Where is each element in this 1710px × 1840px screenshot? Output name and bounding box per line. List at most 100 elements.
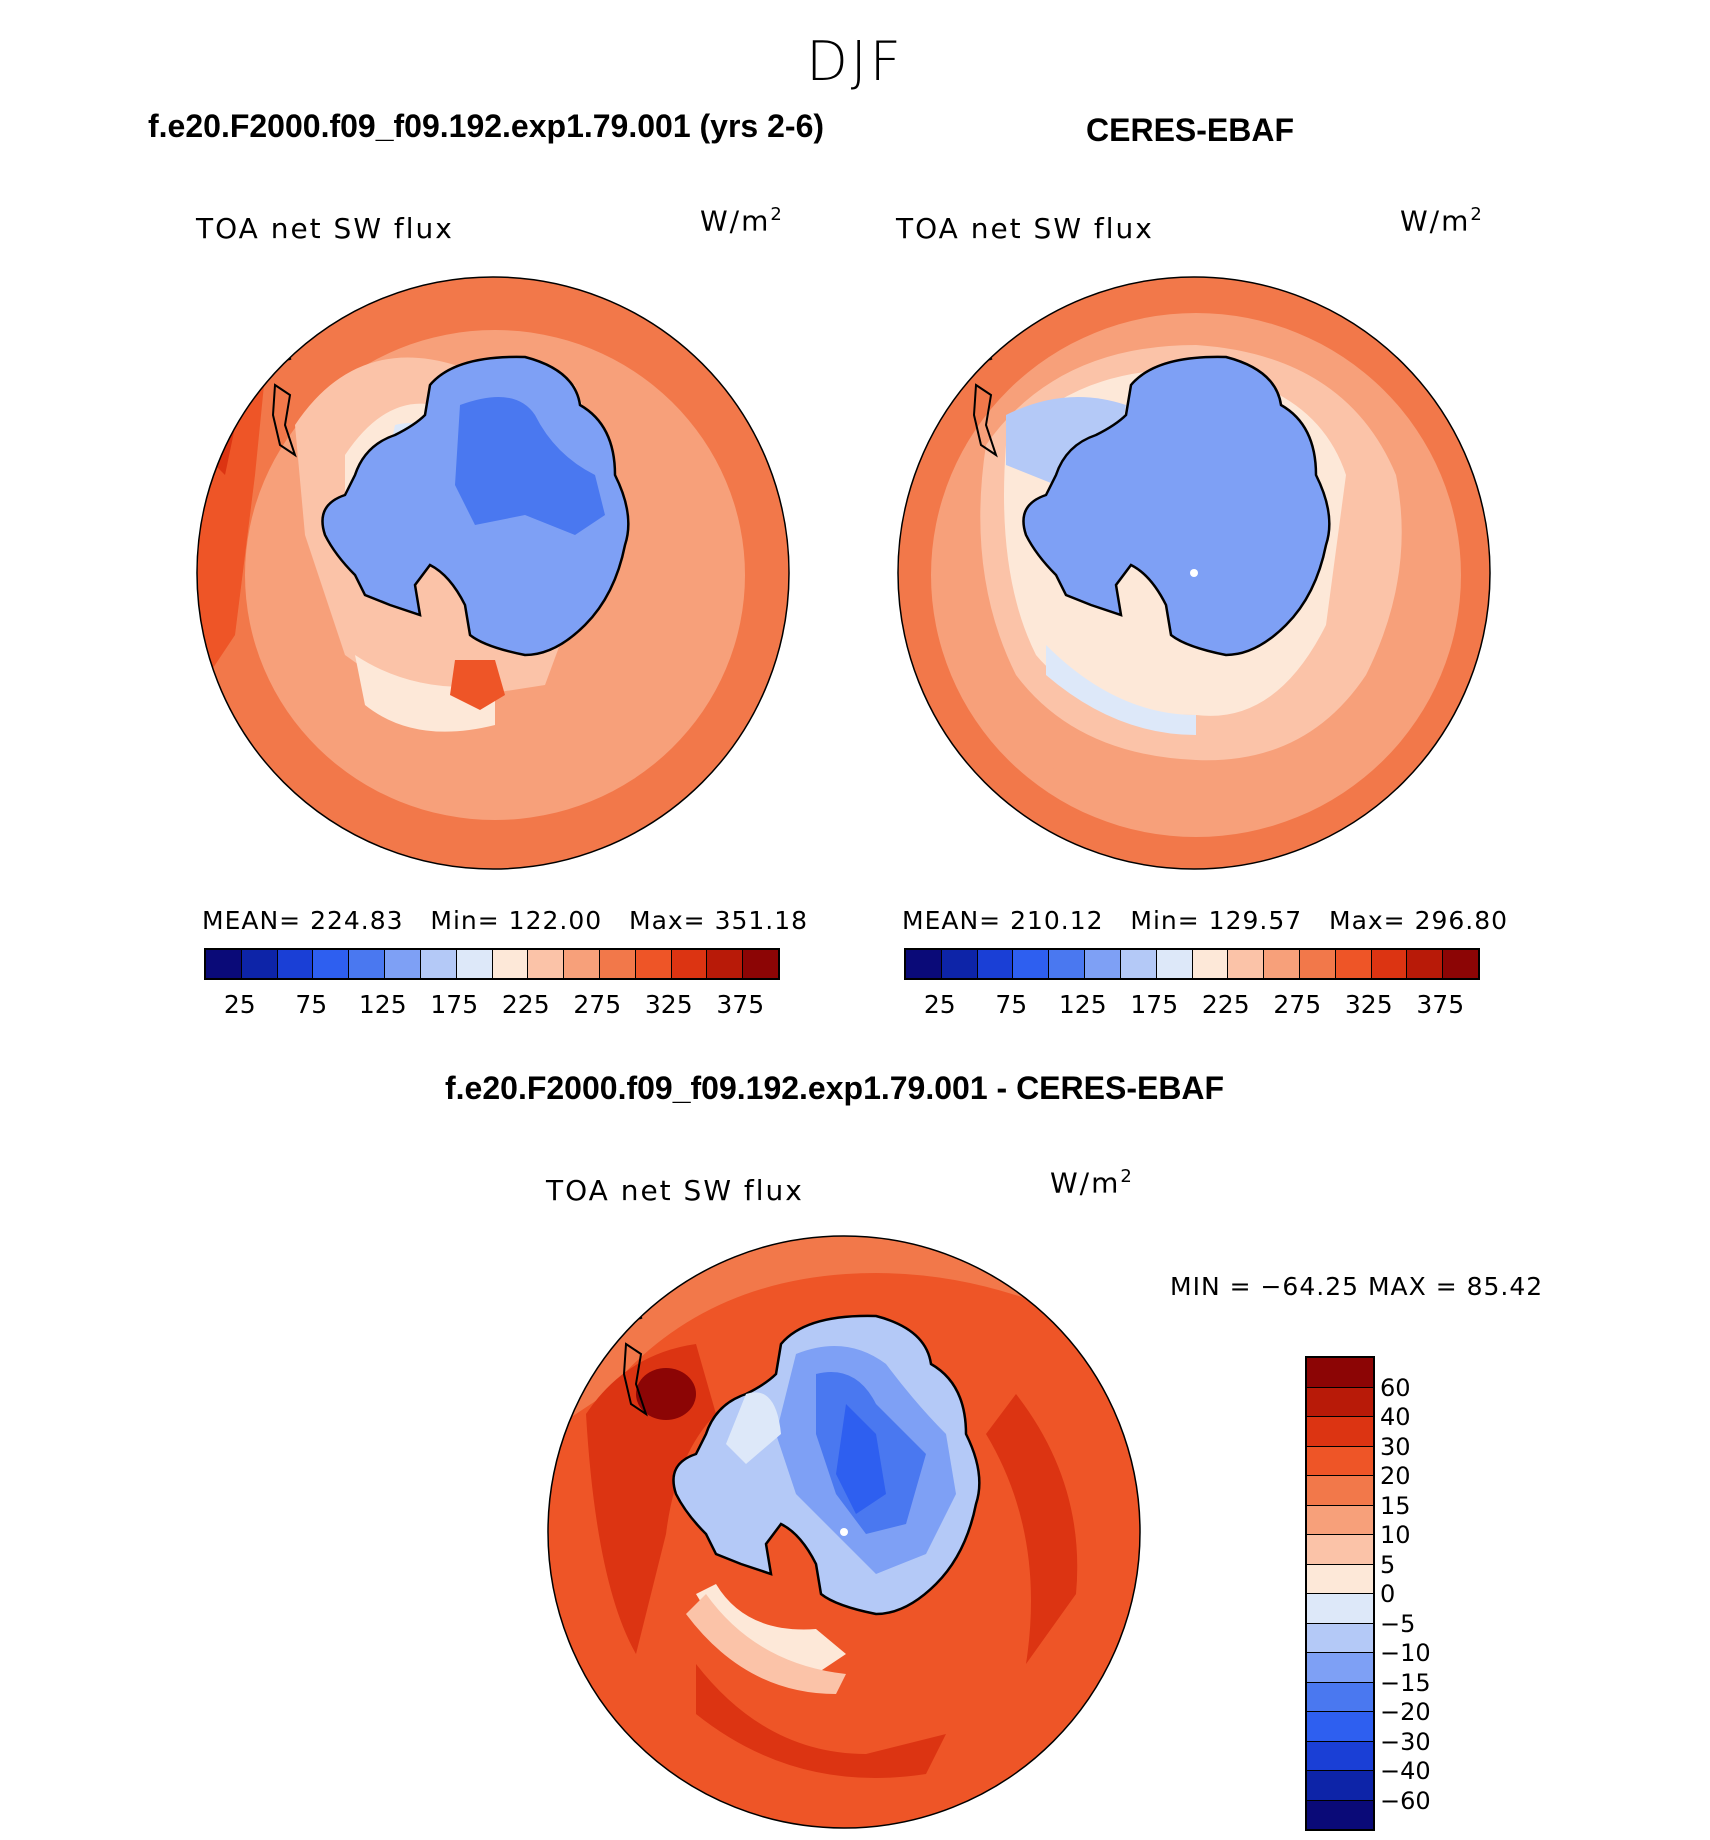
obs-units-label: W/m2 [1400,204,1484,238]
colorbar-tick-label: −30 [1380,1727,1431,1756]
colorbar-swatch [1307,1594,1373,1624]
colorbar-swatch [1156,950,1193,978]
colorbar-swatch [1049,950,1086,978]
colorbar-tick-label: 25 [223,990,256,1019]
colorbar-swatch [1228,950,1265,978]
diff-variable-label: TOA net SW flux [546,1174,804,1207]
colorbar-swatch [1307,1653,1373,1683]
colorbar-swatch [349,950,386,978]
colorbar-swatch [1307,1446,1373,1476]
warm-anomaly [636,1368,696,1420]
colorbar-tick-label: 175 [430,990,479,1019]
colorbar-swatch [420,950,457,978]
model-colorbar [204,948,780,980]
colorbar-swatch [1307,1358,1373,1388]
colorbar-swatch [1307,1535,1373,1565]
colorbar-swatch [906,950,942,978]
colorbar-tick-label: 25 [923,990,956,1019]
difference-title: f.e20.F2000.f09_f09.192.exp1.79.001 - CE… [445,1070,1225,1106]
colorbar-swatch [1264,950,1300,978]
model-variable-label: TOA net SW flux [196,212,454,245]
obs-colorbar [904,948,1480,980]
colorbar-tick-label: 225 [501,990,550,1019]
colorbar-swatch [707,950,744,978]
colorbar-swatch [635,950,672,978]
colorbar-swatch [1307,1712,1373,1742]
colorbar-tick-label: 10 [1380,1521,1411,1549]
colorbar-tick-label: 175 [1130,990,1179,1019]
colorbar-tick-label: 125 [1058,990,1107,1019]
season-title: DJF [806,30,904,93]
colorbar-swatch [1307,1682,1373,1712]
colorbar-swatch [977,950,1014,978]
colorbar-swatch [941,950,978,978]
colorbar-swatch [241,950,278,978]
antarctica-continent [1022,355,1331,657]
colorbar-swatch [456,950,493,978]
colorbar-swatch [1192,950,1229,978]
colorbar-tick-label: 375 [1416,990,1465,1019]
colorbar-tick-label: −20 [1380,1698,1431,1726]
obs-case-title: CERES-EBAF [1086,112,1295,148]
colorbar-swatch [1307,1741,1373,1771]
colorbar-swatch [1407,950,1444,978]
colorbar-swatch [564,950,600,978]
colorbar-swatch [743,950,778,978]
colorbar-swatch [277,950,314,978]
colorbar-swatch [1307,1800,1373,1829]
colorbar-swatch [1443,950,1478,978]
obs-variable-label: TOA net SW flux [896,212,1154,245]
colorbar-swatch [1013,950,1050,978]
colorbar-tick-label: 275 [1273,990,1322,1019]
colorbar-swatch [492,950,529,978]
colorbar-swatch [1307,1476,1373,1506]
colorbar-tick-label: −15 [1380,1668,1431,1697]
colorbar-tick-label: −5 [1380,1609,1416,1638]
colorbar-swatch [599,950,636,978]
colorbar-swatch [1120,950,1157,978]
colorbar-tick-label: 75 [295,990,328,1019]
colorbar-tick-label: −10 [1380,1639,1431,1667]
colorbar-tick-label: 15 [1380,1491,1411,1520]
colorbar-swatch [313,950,350,978]
colorbar-tick-label: 30 [1380,1432,1411,1461]
colorbar-swatch [1085,950,1121,978]
colorbar-tick-label: 275 [573,990,622,1019]
obs-colorbar-ticks: 25 75 125 175 225 275 325 375 [904,990,1476,1020]
warm-patch [450,660,505,710]
colorbar-swatch [671,950,708,978]
difference-polar-map [547,1235,1141,1829]
colorbar-tick-label: 75 [995,990,1028,1019]
model-case-title: f.e20.F2000.f09_f09.192.exp1.79.001 (yrs… [148,108,825,144]
colorbar-tick-label: 40 [1380,1403,1411,1431]
colorbar-tick-label: −40 [1380,1757,1431,1785]
model-colorbar-ticks: 25 75 125 175 225 275 325 375 [204,990,776,1020]
colorbar-tick-label: 125 [358,990,407,1019]
obs-polar-map [897,276,1491,870]
colorbar-swatch [206,950,242,978]
model-units-label: W/m2 [700,204,784,238]
colorbar-swatch [1307,1564,1373,1594]
colorbar-swatch [1307,1623,1373,1653]
model-polar-map [196,276,790,870]
colorbar-tick-label: 225 [1201,990,1250,1019]
colorbar-tick-label: 20 [1380,1462,1411,1490]
colorbar-swatch [1307,1505,1373,1535]
model-stats: MEAN= 224.83 Min= 122.00 Max= 351.18 [202,906,809,935]
east-antarctic-plateau [455,397,605,535]
colorbar-tick-label: 5 [1380,1550,1396,1579]
colorbar-tick-label: 60 [1380,1373,1411,1402]
obs-stats: MEAN= 210.12 Min= 129.57 Max= 296.80 [902,906,1509,935]
colorbar-swatch [1307,1417,1373,1447]
colorbar-tick-label: 0 [1380,1580,1396,1608]
colorbar-tick-label: 375 [716,990,765,1019]
colorbar-tick-label: −60 [1380,1786,1431,1815]
diff-minmax: MIN = −64.25 MAX = 85.42 [1170,1272,1544,1301]
difference-colorbar [1305,1356,1375,1831]
colorbar-tick-label: 325 [1344,990,1393,1019]
colorbar-swatch [385,950,421,978]
colorbar-swatch [1307,1387,1373,1417]
colorbar-swatch [1371,950,1408,978]
colorbar-swatch [1299,950,1336,978]
colorbar-swatch [1307,1771,1373,1801]
